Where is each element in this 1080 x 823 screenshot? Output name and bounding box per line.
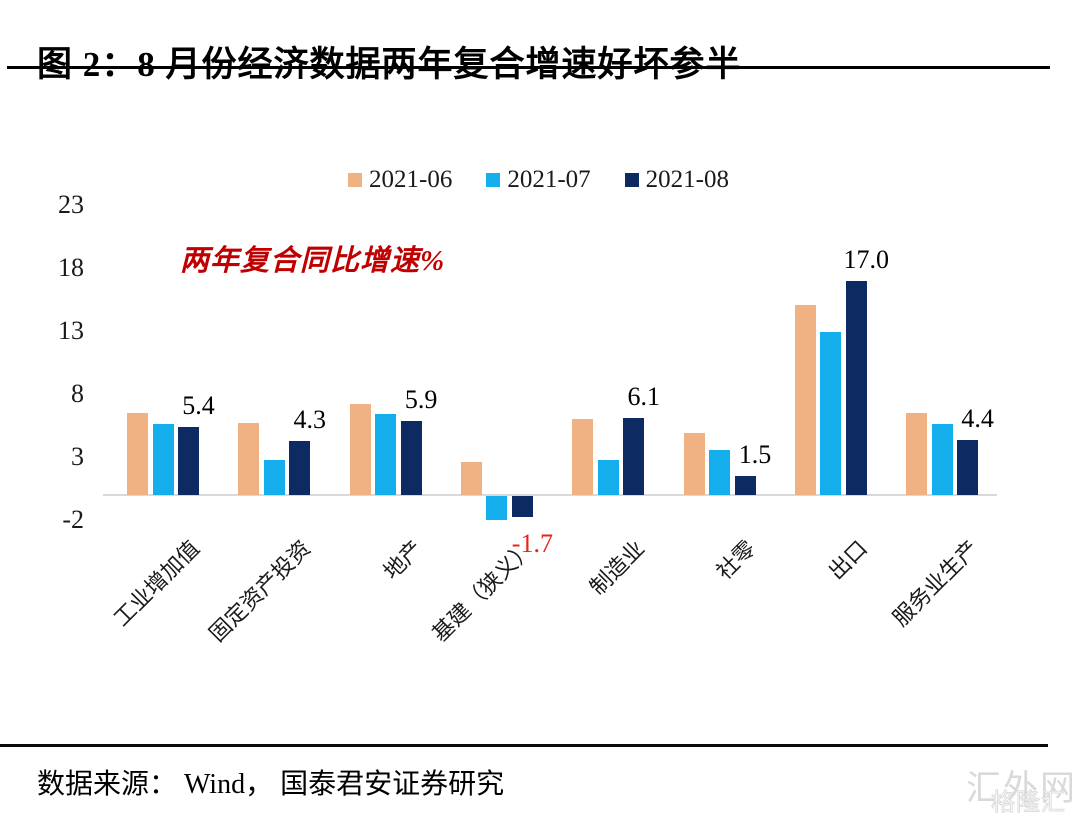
category-label: 服务业生产 bbox=[887, 535, 984, 632]
bar bbox=[623, 418, 645, 495]
bar bbox=[289, 440, 311, 495]
value-label: 17.0 bbox=[843, 244, 890, 274]
value-label: 4.3 bbox=[293, 404, 327, 434]
value-label: -1.7 bbox=[511, 529, 553, 559]
category-label: 社零 bbox=[711, 535, 761, 585]
value-label: 4.4 bbox=[961, 403, 994, 433]
legend-label: 2021-06 bbox=[369, 166, 453, 193]
value-label: 5.9 bbox=[404, 384, 438, 414]
x-axis-baseline bbox=[103, 494, 997, 496]
value-label: 5.4 bbox=[182, 390, 215, 420]
y-tick-label: -2 bbox=[62, 505, 84, 535]
footer-divider bbox=[0, 744, 1048, 747]
bar bbox=[931, 424, 953, 495]
bar bbox=[709, 449, 730, 495]
legend-label: 2021-07 bbox=[507, 166, 591, 193]
bar bbox=[152, 424, 174, 495]
axis-unit-annotation: 两年复合同比增速% bbox=[180, 245, 446, 277]
y-tick-label: 3 bbox=[71, 442, 84, 472]
watermark: 汇外网 bbox=[965, 769, 1077, 808]
bar bbox=[349, 404, 371, 495]
category-label: 出口 bbox=[823, 535, 873, 585]
bar bbox=[597, 459, 619, 495]
value-label: 1.5 bbox=[738, 440, 772, 470]
category-label: 地产 bbox=[378, 535, 427, 585]
title-divider bbox=[7, 66, 1050, 69]
bar bbox=[238, 423, 260, 495]
bar bbox=[375, 414, 397, 495]
bar bbox=[794, 304, 816, 495]
legend-swatch-icon bbox=[486, 173, 501, 187]
legend-item: 2021-07 bbox=[486, 166, 591, 194]
bar bbox=[683, 433, 705, 495]
legend-label: 2021-08 bbox=[645, 166, 729, 193]
bar bbox=[263, 459, 285, 495]
chart-legend: 2021-06 2021-07 2021-08 bbox=[348, 166, 729, 194]
y-tick-label: 13 bbox=[58, 316, 84, 346]
bar bbox=[957, 439, 979, 495]
y-tick-label: 18 bbox=[58, 253, 84, 283]
bar bbox=[734, 476, 756, 495]
data-source: 数据来源： Wind， 国泰君安证券研究 bbox=[37, 769, 505, 800]
value-label: 6.1 bbox=[627, 382, 660, 412]
category-label: 固定资产投资 bbox=[204, 535, 316, 647]
y-tick-label: 8 bbox=[71, 379, 84, 409]
bar bbox=[400, 420, 422, 495]
bar bbox=[127, 413, 148, 495]
bar bbox=[178, 426, 199, 495]
bar bbox=[572, 419, 594, 495]
bar bbox=[511, 496, 533, 518]
legend-swatch-icon bbox=[624, 173, 639, 187]
figure-title: 图 2：8 月份经济数据两年复合增速好坏参半 bbox=[37, 45, 742, 85]
category-label: 基建（狭义） bbox=[427, 535, 539, 647]
legend-swatch-icon bbox=[348, 173, 362, 187]
category-label: 工业增加值 bbox=[108, 535, 205, 632]
legend-item: 2021-08 bbox=[624, 166, 729, 194]
bar bbox=[486, 496, 508, 520]
watermark-overlay: 格隆汇 bbox=[991, 789, 1066, 817]
y-tick-label: 23 bbox=[58, 190, 84, 220]
legend-item: 2021-06 bbox=[348, 166, 452, 194]
bar bbox=[460, 462, 482, 495]
bar bbox=[906, 413, 928, 495]
category-label: 制造业 bbox=[585, 535, 650, 600]
bar bbox=[820, 332, 842, 495]
bar bbox=[845, 280, 867, 495]
